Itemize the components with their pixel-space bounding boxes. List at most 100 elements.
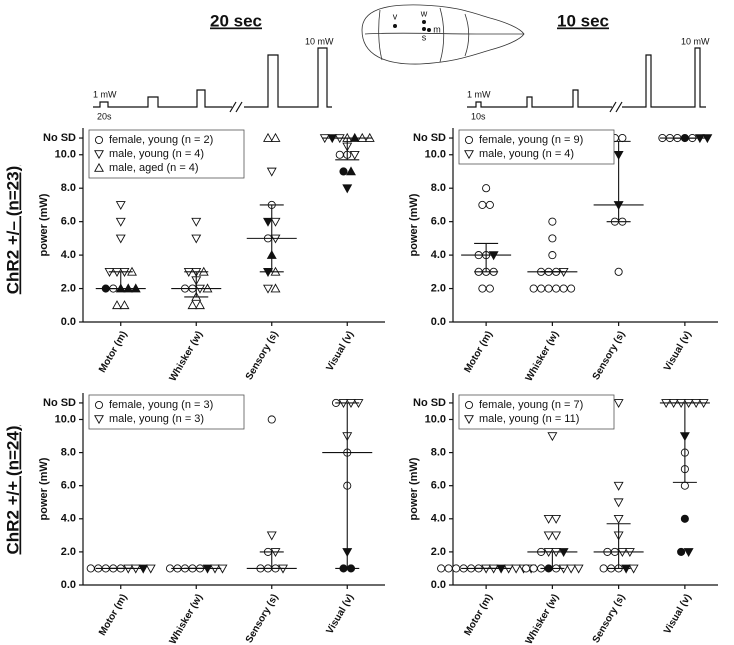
point bbox=[145, 564, 156, 574]
site-label: s bbox=[422, 32, 427, 42]
point bbox=[270, 217, 281, 227]
site-dot bbox=[427, 28, 431, 32]
point bbox=[342, 184, 353, 194]
point bbox=[266, 531, 277, 541]
point bbox=[335, 150, 344, 159]
x-tick-label: Whisker (w) bbox=[168, 329, 206, 383]
y-tick-label: 6.0 bbox=[431, 480, 446, 492]
x-tick-label: Whisker (w) bbox=[524, 592, 562, 645]
point bbox=[628, 564, 639, 574]
point bbox=[573, 564, 584, 574]
point bbox=[191, 234, 202, 244]
pulse-train bbox=[93, 47, 706, 113]
y-axis-label: power (mW) bbox=[38, 457, 50, 520]
y-axis-label: power (mW) bbox=[408, 193, 420, 256]
point bbox=[618, 133, 627, 143]
y-tick-label: 6.0 bbox=[431, 216, 446, 228]
y-tick-label: 0.0 bbox=[431, 579, 446, 591]
brain-diagram bbox=[361, 4, 525, 65]
x-tick-label: Motor (m) bbox=[97, 329, 130, 374]
x-tick-label: Visual (v) bbox=[662, 592, 694, 636]
point bbox=[346, 166, 356, 176]
x-tick-label: Motor (m) bbox=[97, 592, 130, 637]
y-tick-label: No SD bbox=[413, 132, 446, 144]
y-tick-label: 0.0 bbox=[61, 579, 76, 591]
point bbox=[680, 514, 689, 523]
y-tick-label: 8.0 bbox=[431, 446, 446, 458]
y-tick-label: No SD bbox=[413, 397, 446, 409]
site-dot bbox=[422, 20, 426, 24]
point bbox=[677, 547, 686, 556]
point bbox=[552, 284, 561, 293]
point bbox=[482, 184, 491, 193]
y-tick-label: 4.0 bbox=[61, 513, 76, 525]
point bbox=[551, 531, 562, 541]
point bbox=[266, 167, 277, 177]
point bbox=[267, 415, 276, 424]
legend-label: female, young (n = 9) bbox=[479, 134, 583, 146]
pulse-label: 10 mW bbox=[305, 36, 334, 46]
legend-box bbox=[458, 394, 615, 430]
point bbox=[547, 432, 558, 442]
point bbox=[464, 135, 474, 145]
x-tick-label: Motor (m) bbox=[462, 329, 495, 374]
point bbox=[680, 481, 689, 490]
point bbox=[559, 284, 568, 293]
point bbox=[548, 251, 557, 260]
point bbox=[115, 201, 126, 211]
column-title: 10 sec bbox=[557, 11, 609, 30]
point bbox=[478, 284, 487, 293]
point bbox=[544, 284, 553, 293]
x-tick-label: Visual (v) bbox=[324, 329, 356, 373]
point bbox=[548, 234, 557, 243]
y-tick-label: 0.0 bbox=[61, 316, 76, 328]
x-tick-label: Sensory (s) bbox=[244, 592, 281, 645]
point bbox=[614, 267, 623, 276]
point bbox=[94, 162, 104, 172]
pulse-label: 1 mW bbox=[467, 89, 491, 99]
y-tick-label: 2.0 bbox=[431, 546, 446, 558]
point bbox=[548, 217, 557, 226]
brain-sites bbox=[393, 20, 431, 32]
y-axis-label: power (mW) bbox=[38, 193, 50, 256]
pulse-label: 1 mW bbox=[93, 89, 117, 99]
point bbox=[683, 548, 694, 558]
point bbox=[437, 564, 446, 573]
point bbox=[613, 498, 624, 508]
x-tick-label: Visual (v) bbox=[662, 329, 694, 373]
point bbox=[263, 132, 273, 142]
y-tick-label: No SD bbox=[43, 397, 76, 409]
x-tick-label: Sensory (s) bbox=[244, 329, 281, 382]
point bbox=[529, 564, 538, 573]
pulse-label: 20s bbox=[97, 111, 112, 121]
point bbox=[94, 415, 104, 425]
pulse-label: 10s bbox=[471, 111, 486, 121]
y-tick-label: 2.0 bbox=[61, 546, 76, 558]
y-tick-label: 10.0 bbox=[425, 149, 446, 161]
point bbox=[522, 564, 531, 573]
legend-box bbox=[88, 129, 245, 179]
point bbox=[485, 200, 494, 209]
y-tick-label: 4.0 bbox=[431, 249, 446, 261]
y-tick-label: 8.0 bbox=[431, 182, 446, 194]
point bbox=[613, 481, 624, 491]
legend-box bbox=[458, 129, 615, 165]
legend-box bbox=[88, 394, 245, 430]
legend-label: male, young (n = 4) bbox=[479, 148, 574, 160]
point bbox=[86, 564, 95, 573]
panel: 0.0 2.0 4.0 6.0 8.0 10.0 No SD power (mW) Motor … bbox=[408, 128, 718, 383]
point bbox=[191, 217, 202, 227]
y-tick-label: 6.0 bbox=[61, 216, 76, 228]
x-tick-label: Sensory (s) bbox=[591, 592, 628, 645]
y-tick-label: No SD bbox=[43, 132, 76, 144]
site-label: m bbox=[433, 24, 441, 34]
point bbox=[263, 284, 273, 294]
y-tick-label: 10.0 bbox=[55, 413, 76, 425]
point bbox=[187, 300, 198, 310]
point bbox=[567, 284, 576, 293]
point bbox=[349, 150, 360, 160]
y-tick-label: 8.0 bbox=[61, 182, 76, 194]
legend-label: male, young (n = 11) bbox=[479, 413, 579, 425]
panel: 0.0 2.0 4.0 6.0 8.0 10.0 No SD power (mW) Motor … bbox=[38, 393, 385, 645]
